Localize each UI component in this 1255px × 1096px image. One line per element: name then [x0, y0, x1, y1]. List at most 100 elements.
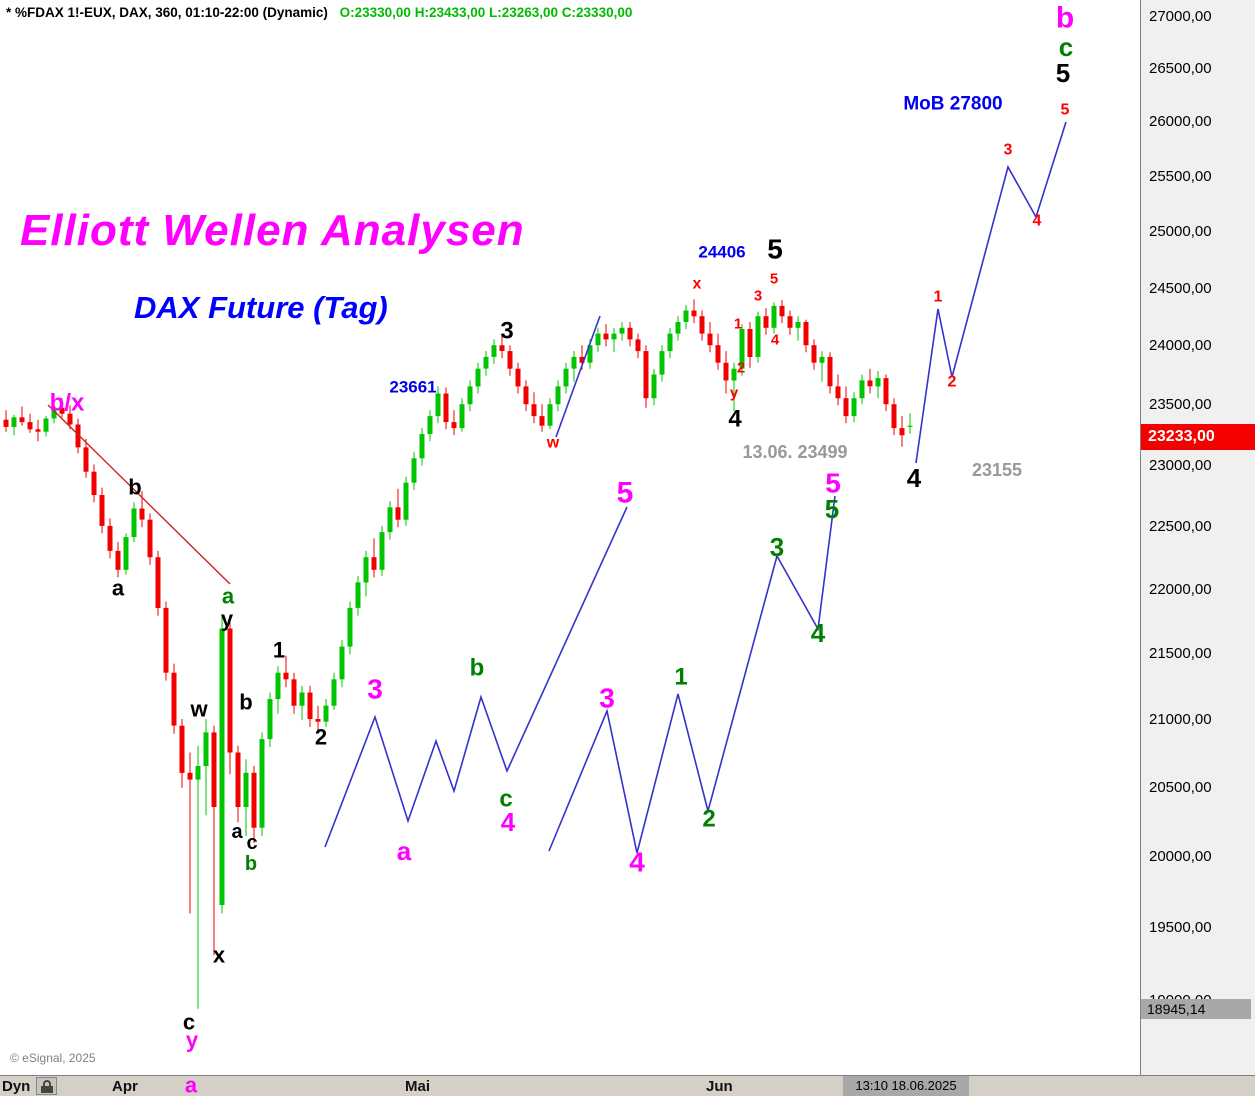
wave-label: 3 [770, 532, 784, 562]
trend-segment [555, 315, 601, 438]
price-axis[interactable]: 23233,00 18945,14 27000,00 26500,00 26000,… [1140, 0, 1255, 1075]
candle [3, 410, 9, 432]
wave-label: c [1059, 32, 1073, 62]
candle [779, 300, 785, 324]
candle [115, 542, 121, 578]
candle [219, 615, 225, 914]
candle [683, 304, 689, 329]
candle [107, 518, 113, 559]
candle [515, 362, 521, 394]
candle [547, 398, 553, 430]
price-axis-label: 27000,00 [1149, 7, 1212, 25]
candle [299, 685, 305, 721]
candle [443, 387, 449, 430]
candle [427, 410, 433, 442]
candle [307, 685, 313, 727]
analysis-title: Elliott Wellen Analysen [20, 206, 525, 255]
wave-label: 4 [501, 807, 516, 837]
candle [699, 310, 705, 341]
candle [451, 410, 457, 436]
wave-label: 4 [1033, 213, 1042, 230]
candle [275, 666, 281, 714]
candle [403, 476, 409, 526]
candle [347, 601, 353, 655]
candle [483, 351, 489, 376]
candle [771, 302, 777, 334]
wave-label: b [245, 853, 257, 875]
candle [627, 322, 633, 347]
wave-label: 3 [599, 683, 615, 714]
wave-label: b [470, 655, 485, 682]
price-axis-label: 19500,00 [1149, 918, 1212, 936]
wave-label: 5 [825, 468, 841, 499]
candle [179, 719, 185, 788]
candle [611, 327, 617, 353]
candle [355, 576, 361, 616]
wave-label: w [546, 435, 560, 452]
candle [235, 745, 241, 823]
candle [723, 351, 729, 394]
wave-label: 5 [1061, 102, 1070, 119]
candle [691, 299, 697, 324]
month-label-apr: Apr [112, 1078, 138, 1095]
candle [835, 374, 841, 406]
candle [211, 725, 217, 956]
time-axis-bar[interactable]: Dyn 13:10 18.06.2025 Apr Mai Jun [0, 1075, 1255, 1096]
price-axis-label: 20000,00 [1149, 847, 1212, 865]
candle [675, 316, 681, 341]
candle [739, 324, 745, 376]
candle [907, 413, 913, 434]
candle [203, 719, 209, 816]
wave-label: a [397, 836, 412, 866]
wave-label: 4 [907, 463, 922, 493]
wave-label: b/x [50, 390, 85, 417]
wave-label: 24406 [698, 243, 745, 262]
candle [435, 386, 441, 424]
candle [819, 351, 825, 382]
candle [283, 655, 289, 688]
candle [131, 502, 137, 543]
candle [83, 438, 89, 478]
wave-label: y [221, 607, 234, 632]
candle [467, 380, 473, 412]
price-axis-label: 21000,00 [1149, 711, 1212, 729]
wave-label: 3 [367, 674, 383, 705]
candle [755, 311, 761, 363]
wave-label: 2 [315, 725, 327, 750]
candle [371, 538, 377, 578]
price-axis-label: 21500,00 [1149, 645, 1212, 663]
candle [227, 620, 233, 775]
candle [363, 550, 369, 597]
lock-icon[interactable] [36, 1077, 57, 1095]
candle [851, 392, 857, 423]
wave-label: 13.06. 23499 [742, 442, 847, 462]
candle [715, 333, 721, 370]
candle [891, 398, 897, 436]
projection-line-left [324, 506, 628, 848]
symbol-info-text: * %FDAX 1!-EUX, DAX, 360, 01:10-22:00 (D… [6, 5, 328, 20]
wave-label: b [1056, 2, 1074, 35]
candle [747, 322, 753, 368]
projection-line-mid [548, 495, 836, 854]
wave-label: a [222, 584, 235, 609]
candle [123, 533, 129, 575]
price-axis-label: 22500,00 [1149, 518, 1212, 536]
candle [51, 403, 57, 424]
lock-body-icon [41, 1086, 53, 1093]
candle [659, 345, 665, 382]
price-axis-label: 25500,00 [1149, 167, 1212, 185]
candle [379, 525, 385, 577]
wave-label: 1 [734, 316, 742, 333]
candle [67, 405, 73, 430]
wave-label: 5 [1056, 58, 1070, 88]
candle [811, 339, 817, 370]
wave-label: b [128, 475, 141, 500]
price-axis-label: 23000,00 [1149, 456, 1212, 474]
candle [899, 416, 905, 447]
wave-label: 1 [674, 664, 687, 691]
candle [11, 414, 17, 436]
candle [731, 362, 737, 412]
wave-label: 4 [728, 406, 742, 433]
